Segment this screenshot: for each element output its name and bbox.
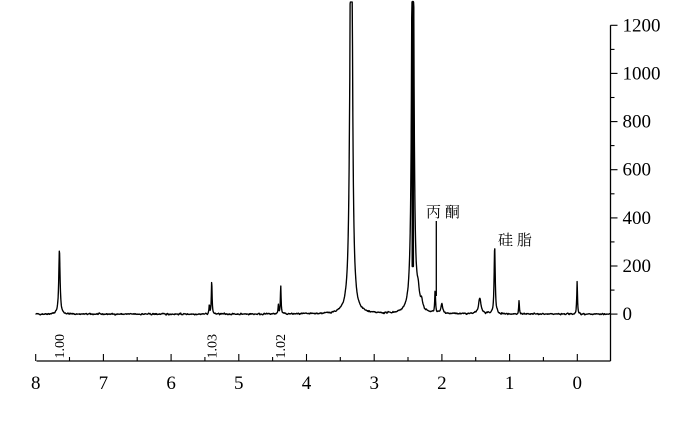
svg-text:200: 200 (623, 256, 652, 277)
svg-text:1.00: 1.00 (53, 334, 68, 359)
svg-text:1200: 1200 (623, 15, 661, 36)
svg-text:7: 7 (99, 373, 109, 394)
svg-text:400: 400 (623, 208, 652, 229)
svg-text:0: 0 (623, 304, 633, 325)
svg-text:6: 6 (166, 373, 176, 394)
svg-text:1.02: 1.02 (274, 334, 289, 359)
svg-text:2: 2 (437, 373, 447, 394)
svg-text:0: 0 (573, 373, 583, 394)
svg-text:5: 5 (234, 373, 244, 394)
svg-text:1000: 1000 (623, 63, 661, 84)
svg-text:丙 酮: 丙 酮 (426, 201, 460, 222)
svg-text:硅 脂: 硅 脂 (498, 229, 532, 250)
svg-text:3: 3 (369, 373, 379, 394)
svg-text:1.03: 1.03 (206, 334, 221, 359)
svg-text:4: 4 (302, 373, 312, 394)
svg-text:8: 8 (31, 373, 41, 394)
svg-text:800: 800 (623, 112, 652, 133)
svg-text:1: 1 (505, 373, 515, 394)
svg-text:600: 600 (623, 160, 652, 181)
